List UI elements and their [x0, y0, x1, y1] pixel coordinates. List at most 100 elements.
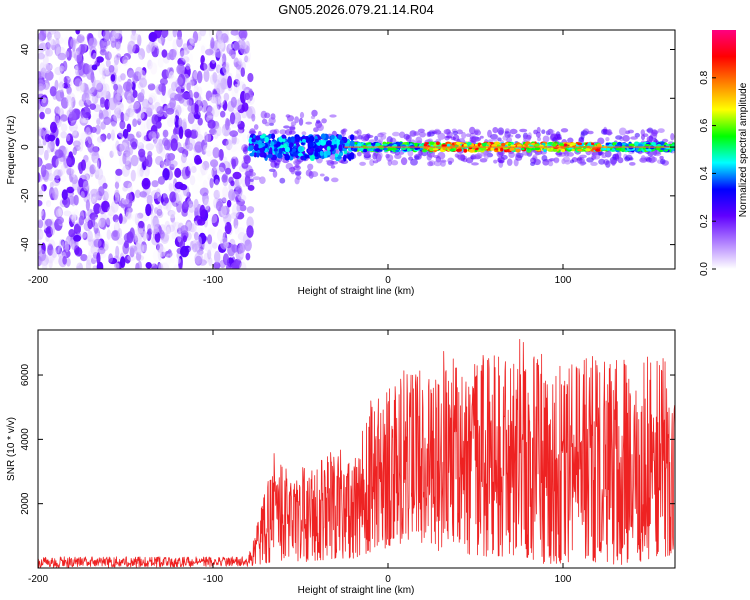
- noise-blob: [150, 226, 159, 235]
- noise-blob: [54, 66, 63, 76]
- noise-blob: [216, 42, 225, 49]
- noise-blob: [193, 91, 200, 99]
- noise-blob: [111, 144, 117, 156]
- carrier-halo: [391, 160, 399, 166]
- y-tick-label: 20: [20, 92, 31, 104]
- colorbar-tick-label: 0.8: [699, 70, 710, 84]
- carrier-halo: [657, 128, 665, 134]
- noise-blob: [73, 194, 79, 206]
- noise-blob: [50, 222, 55, 236]
- noise-blob: [209, 96, 217, 103]
- noise-blob: [211, 53, 217, 64]
- carrier-cell: [375, 148, 381, 153]
- noise-blob: [221, 197, 227, 204]
- carrier-cell: [267, 153, 273, 159]
- carrier-cell: [375, 142, 380, 147]
- carrier-halo: [264, 112, 271, 119]
- noise-blob: [63, 210, 72, 217]
- noise-blob: [194, 252, 204, 265]
- noise-blob: [220, 77, 227, 90]
- noise-blob: [95, 167, 104, 181]
- carrier-halo: [560, 128, 569, 133]
- noise-blob: [247, 184, 255, 191]
- carrier-cell: [520, 147, 525, 151]
- carrier-halo: [659, 155, 664, 160]
- noise-blob: [87, 142, 95, 153]
- noise-blob: [53, 256, 59, 265]
- noise-blob: [192, 243, 198, 253]
- carrier-cell: [310, 148, 315, 152]
- noise-blob: [105, 188, 110, 200]
- carrier-halo: [452, 134, 460, 142]
- carrier-halo: [289, 126, 296, 130]
- noise-blob: [38, 71, 42, 79]
- noise-blob: [157, 45, 163, 57]
- noise-blob: [55, 208, 63, 217]
- noise-blob: [61, 189, 68, 201]
- carrier-halo: [473, 154, 478, 160]
- noise-blob: [130, 33, 140, 41]
- noise-blob: [162, 129, 169, 138]
- noise-blob: [203, 34, 212, 42]
- noise-blob: [125, 192, 133, 204]
- noise-blob: [196, 70, 203, 84]
- carrier-halo: [380, 134, 387, 140]
- noise-blob: [221, 174, 228, 183]
- carrier-cell: [406, 148, 411, 152]
- noise-blob: [207, 249, 212, 260]
- noise-blob: [48, 173, 54, 182]
- noise-blob: [38, 208, 44, 217]
- noise-blob: [191, 123, 201, 131]
- carrier-halo: [496, 150, 504, 158]
- carrier-halo: [640, 129, 645, 136]
- noise-blob: [89, 58, 94, 66]
- carrier-cell: [302, 138, 306, 143]
- noise-blob: [38, 31, 47, 41]
- noise-blob: [52, 187, 59, 200]
- noise-blob: [154, 101, 161, 112]
- noise-blob: [176, 257, 181, 264]
- noise-blob: [91, 64, 98, 71]
- noise-blob: [139, 167, 144, 177]
- noise-blob: [188, 203, 195, 213]
- noise-blob: [239, 204, 247, 212]
- noise-blob: [38, 249, 47, 262]
- noise-blob: [138, 148, 146, 158]
- carrier-halo: [640, 155, 646, 162]
- noise-blob: [147, 93, 155, 103]
- noise-blob: [92, 113, 100, 121]
- carrier-cell: [338, 151, 344, 157]
- noise-blob: [182, 235, 187, 243]
- carrier-halo: [617, 157, 624, 164]
- carrier-cell: [358, 147, 364, 152]
- carrier-cell: [295, 142, 300, 146]
- noise-blob: [40, 230, 46, 238]
- noise-blob: [220, 110, 226, 118]
- noise-blob: [126, 231, 134, 244]
- noise-blob: [116, 89, 125, 97]
- noise-blob: [122, 153, 127, 165]
- noise-blob: [192, 30, 199, 44]
- carrier-halo: [279, 129, 287, 135]
- noise-blob: [199, 30, 207, 37]
- carrier-halo: [360, 134, 369, 142]
- noise-blob: [207, 234, 213, 245]
- carrier-halo: [509, 128, 518, 135]
- carrier-cell: [259, 147, 264, 153]
- noise-blob: [141, 177, 151, 190]
- carrier-halo: [492, 127, 499, 134]
- noise-blob: [176, 63, 186, 75]
- noise-blob: [93, 158, 100, 171]
- noise-blob: [146, 118, 152, 130]
- noise-blob: [58, 81, 64, 93]
- noise-blob: [58, 238, 65, 249]
- noise-blob: [134, 189, 141, 199]
- noise-blob: [64, 239, 70, 253]
- noise-blob: [116, 174, 122, 184]
- carrier-halo: [618, 127, 627, 136]
- carrier-cell: [334, 153, 339, 158]
- noise-blob: [147, 65, 157, 76]
- noise-blob: [68, 229, 76, 238]
- noise-blob: [62, 60, 68, 72]
